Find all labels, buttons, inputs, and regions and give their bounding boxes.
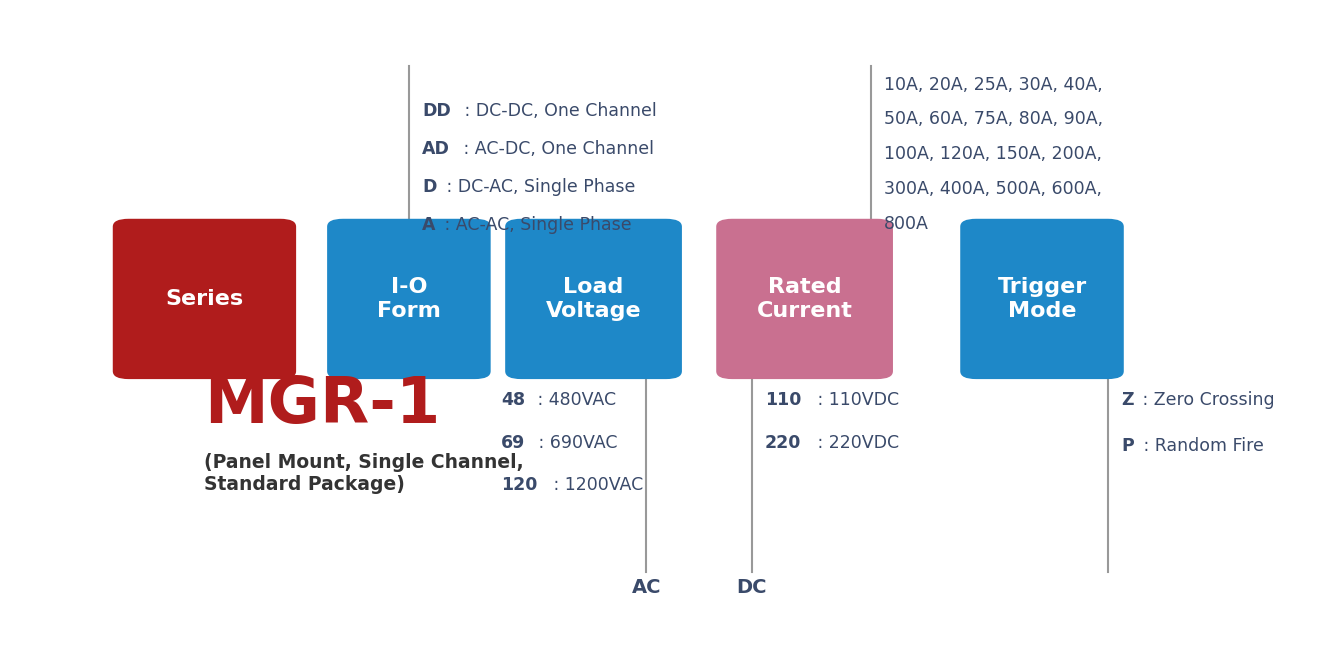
Text: 120: 120 (501, 476, 538, 494)
Text: : 110VDC: : 110VDC (813, 391, 900, 409)
Text: : DC-DC, One Channel: : DC-DC, One Channel (459, 102, 657, 120)
Text: : Zero Crossing: : Zero Crossing (1137, 391, 1275, 409)
Text: P: P (1121, 437, 1134, 455)
Text: (Panel Mount, Single Channel,
Standard Package): (Panel Mount, Single Channel, Standard P… (204, 453, 524, 494)
Text: Rated
Current: Rated Current (757, 277, 852, 321)
Text: A: A (422, 216, 435, 234)
Text: : 220VDC: : 220VDC (813, 434, 900, 451)
Text: Trigger
Mode: Trigger Mode (997, 277, 1087, 321)
Text: Series: Series (165, 289, 244, 309)
Text: 48: 48 (501, 391, 525, 409)
Text: D: D (422, 178, 437, 196)
Text: : AC-AC, Single Phase: : AC-AC, Single Phase (439, 216, 632, 234)
Text: : 1200VAC: : 1200VAC (549, 476, 644, 494)
FancyBboxPatch shape (112, 219, 295, 379)
Text: DC: DC (736, 578, 768, 597)
Text: : 690VAC: : 690VAC (533, 434, 617, 451)
Text: Z: Z (1121, 391, 1133, 409)
Text: 69: 69 (501, 434, 525, 451)
Text: 10A, 20A, 25A, 30A, 40A,: 10A, 20A, 25A, 30A, 40A, (884, 76, 1103, 93)
Text: MGR-1: MGR-1 (204, 374, 441, 436)
Text: 110: 110 (765, 391, 802, 409)
FancyBboxPatch shape (327, 219, 491, 379)
Text: : 480VAC: : 480VAC (533, 391, 616, 409)
Text: Load
Voltage: Load Voltage (546, 277, 641, 321)
Text: 50A, 60A, 75A, 80A, 90A,: 50A, 60A, 75A, 80A, 90A, (884, 110, 1103, 128)
Text: 220: 220 (765, 434, 802, 451)
Text: 100A, 120A, 150A, 200A,: 100A, 120A, 150A, 200A, (884, 145, 1101, 163)
Text: : DC-AC, Single Phase: : DC-AC, Single Phase (441, 178, 634, 196)
Text: : Random Fire: : Random Fire (1137, 437, 1264, 455)
FancyBboxPatch shape (716, 219, 893, 379)
Text: 800A: 800A (884, 215, 929, 233)
Text: I-O
Form: I-O Form (377, 277, 441, 321)
FancyBboxPatch shape (505, 219, 682, 379)
Text: DD: DD (422, 102, 451, 120)
Text: AC: AC (632, 578, 661, 597)
Text: AD: AD (422, 140, 450, 158)
Text: : AC-DC, One Channel: : AC-DC, One Channel (458, 140, 654, 158)
FancyBboxPatch shape (960, 219, 1124, 379)
Text: 300A, 400A, 500A, 600A,: 300A, 400A, 500A, 600A, (884, 180, 1101, 198)
